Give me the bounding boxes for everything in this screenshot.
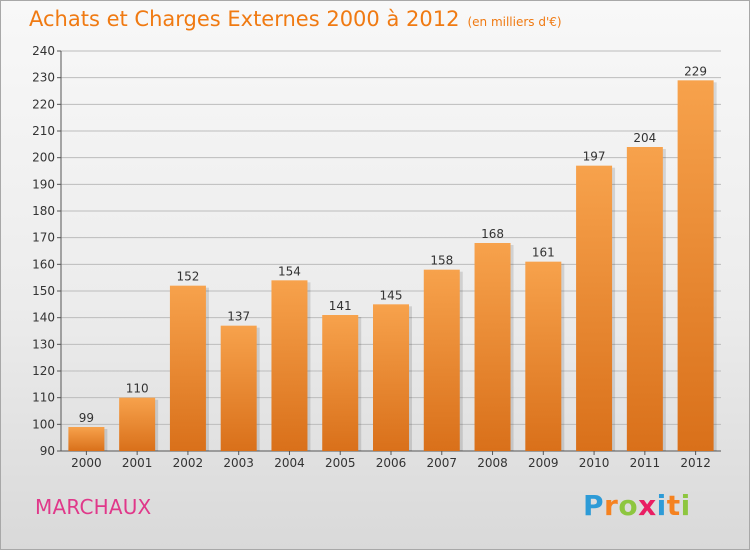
bar-value-label: 137 bbox=[227, 310, 250, 324]
y-tick-label: 140 bbox=[32, 311, 55, 325]
x-tick-label: 2010 bbox=[579, 456, 610, 470]
bar bbox=[68, 427, 105, 451]
bar-value-label: 152 bbox=[176, 270, 199, 284]
bar-value-label: 145 bbox=[380, 288, 403, 302]
chart-title-text: Achats et Charges Externes 2000 à 2012 bbox=[29, 7, 460, 31]
bar bbox=[423, 269, 460, 451]
x-tick-label: 2012 bbox=[680, 456, 711, 470]
y-tick-label: 100 bbox=[32, 417, 55, 431]
y-tick-label: 90 bbox=[40, 444, 55, 458]
y-tick-label: 150 bbox=[32, 284, 55, 298]
bar-value-label: 197 bbox=[583, 150, 606, 164]
x-tick-label: 2007 bbox=[426, 456, 457, 470]
bar-value-label: 161 bbox=[532, 246, 555, 260]
bar bbox=[373, 304, 409, 451]
y-tick-label: 190 bbox=[32, 177, 55, 191]
bar bbox=[525, 261, 562, 451]
x-tick-label: 2001 bbox=[122, 456, 153, 470]
x-tick-label: 2005 bbox=[325, 456, 356, 470]
bar-value-label: 158 bbox=[430, 254, 453, 268]
bar-value-label: 141 bbox=[329, 299, 352, 313]
y-tick-label: 120 bbox=[32, 364, 55, 378]
y-tick-label: 220 bbox=[32, 97, 55, 111]
bar-value-label: 110 bbox=[126, 382, 149, 396]
x-tick-label: 2000 bbox=[71, 456, 102, 470]
x-tick-label: 2011 bbox=[630, 456, 661, 470]
y-tick-label: 240 bbox=[32, 44, 55, 58]
x-tick-label: 2003 bbox=[223, 456, 254, 470]
y-tick-label: 130 bbox=[32, 337, 55, 351]
bar bbox=[271, 280, 308, 451]
bar bbox=[220, 325, 257, 451]
bar bbox=[169, 285, 206, 451]
y-tick-label: 200 bbox=[32, 151, 55, 165]
x-tick-label: 2002 bbox=[173, 456, 204, 470]
logo-letter: o bbox=[618, 489, 639, 522]
bar bbox=[322, 315, 359, 451]
logo-letter: i bbox=[656, 489, 667, 522]
y-tick-label: 210 bbox=[32, 124, 55, 138]
bar bbox=[576, 165, 613, 451]
logo-letter: P bbox=[583, 489, 605, 522]
logo-letter: t bbox=[666, 489, 681, 522]
y-tick-label: 170 bbox=[32, 231, 55, 245]
x-tick-label: 2004 bbox=[274, 456, 305, 470]
chart-subtitle: (en milliers d'€) bbox=[467, 15, 562, 29]
bar bbox=[119, 397, 156, 451]
commune-name: MARCHAUX bbox=[35, 495, 152, 519]
y-tick-label: 230 bbox=[32, 71, 55, 85]
x-tick-label: 2006 bbox=[376, 456, 407, 470]
y-tick-label: 160 bbox=[32, 257, 55, 271]
proxiti-logo: Proxiti bbox=[583, 489, 691, 522]
logo-letter: i bbox=[680, 489, 691, 522]
logo-letter: x bbox=[638, 489, 657, 522]
bar-value-label: 229 bbox=[684, 64, 707, 78]
x-tick-label: 2008 bbox=[477, 456, 508, 470]
chart-title: Achats et Charges Externes 2000 à 2012 (e… bbox=[29, 7, 562, 31]
bar bbox=[474, 243, 511, 451]
logo-letter: r bbox=[604, 489, 619, 522]
bar-value-label: 99 bbox=[79, 411, 94, 425]
x-tick-label: 2009 bbox=[528, 456, 559, 470]
y-tick-label: 180 bbox=[32, 204, 55, 218]
bar bbox=[677, 80, 714, 451]
bar bbox=[626, 147, 663, 451]
bar-value-label: 204 bbox=[633, 131, 656, 145]
y-tick-label: 110 bbox=[32, 391, 55, 405]
bar-value-label: 168 bbox=[481, 227, 504, 241]
bar-value-label: 154 bbox=[278, 264, 301, 278]
